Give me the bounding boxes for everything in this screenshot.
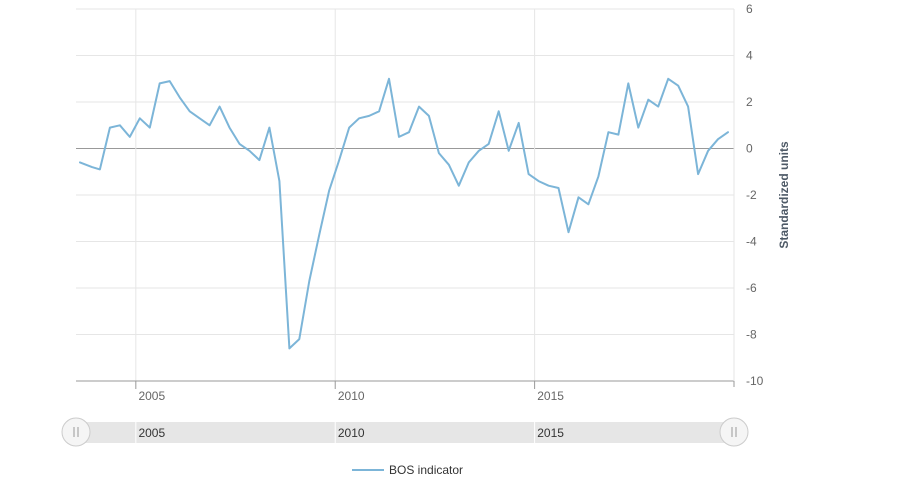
y-tick-label: 2 — [746, 95, 753, 109]
legend-item-label[interactable]: BOS indicator — [389, 463, 463, 477]
grid — [76, 8, 734, 382]
y-tick-label: 4 — [746, 49, 753, 63]
grip-icon — [73, 427, 79, 437]
y-tick-label: -2 — [746, 188, 757, 202]
navigator-label: 2005 — [138, 426, 165, 440]
x-tick-label: 2005 — [138, 389, 165, 403]
y-tick-label: 0 — [746, 142, 753, 156]
navigator-right-handle[interactable] — [719, 417, 749, 447]
navigator-grid — [135, 422, 536, 443]
y-tick-label: -10 — [746, 374, 764, 388]
range-navigator[interactable]: 2005 2010 2015 — [61, 417, 749, 447]
legend[interactable]: BOS indicator — [352, 463, 463, 477]
y-tick-label: -6 — [746, 281, 757, 295]
y-axis-ticks: 6 4 2 0 -2 -4 -6 -8 -10 — [746, 2, 764, 388]
navigator-left-handle[interactable] — [61, 417, 91, 447]
y-axis-title: Standardized units — [777, 141, 791, 249]
x-axis-ticks: 2005 2010 2015 — [135, 381, 564, 403]
x-tick-label: 2010 — [338, 389, 365, 403]
axes — [76, 9, 735, 387]
y-tick-label: -8 — [746, 328, 757, 342]
navigator-labels: 2005 2010 2015 — [138, 426, 564, 440]
navigator-label: 2015 — [537, 426, 564, 440]
navigator-label: 2010 — [338, 426, 365, 440]
y-tick-label: -4 — [746, 235, 757, 249]
navigator-track[interactable] — [76, 422, 734, 443]
grip-icon — [731, 427, 737, 437]
x-tick-label: 2015 — [537, 389, 564, 403]
series-line[interactable] — [79, 77, 729, 350]
y-tick-label: 6 — [746, 2, 753, 16]
series-layer[interactable] — [79, 77, 729, 350]
